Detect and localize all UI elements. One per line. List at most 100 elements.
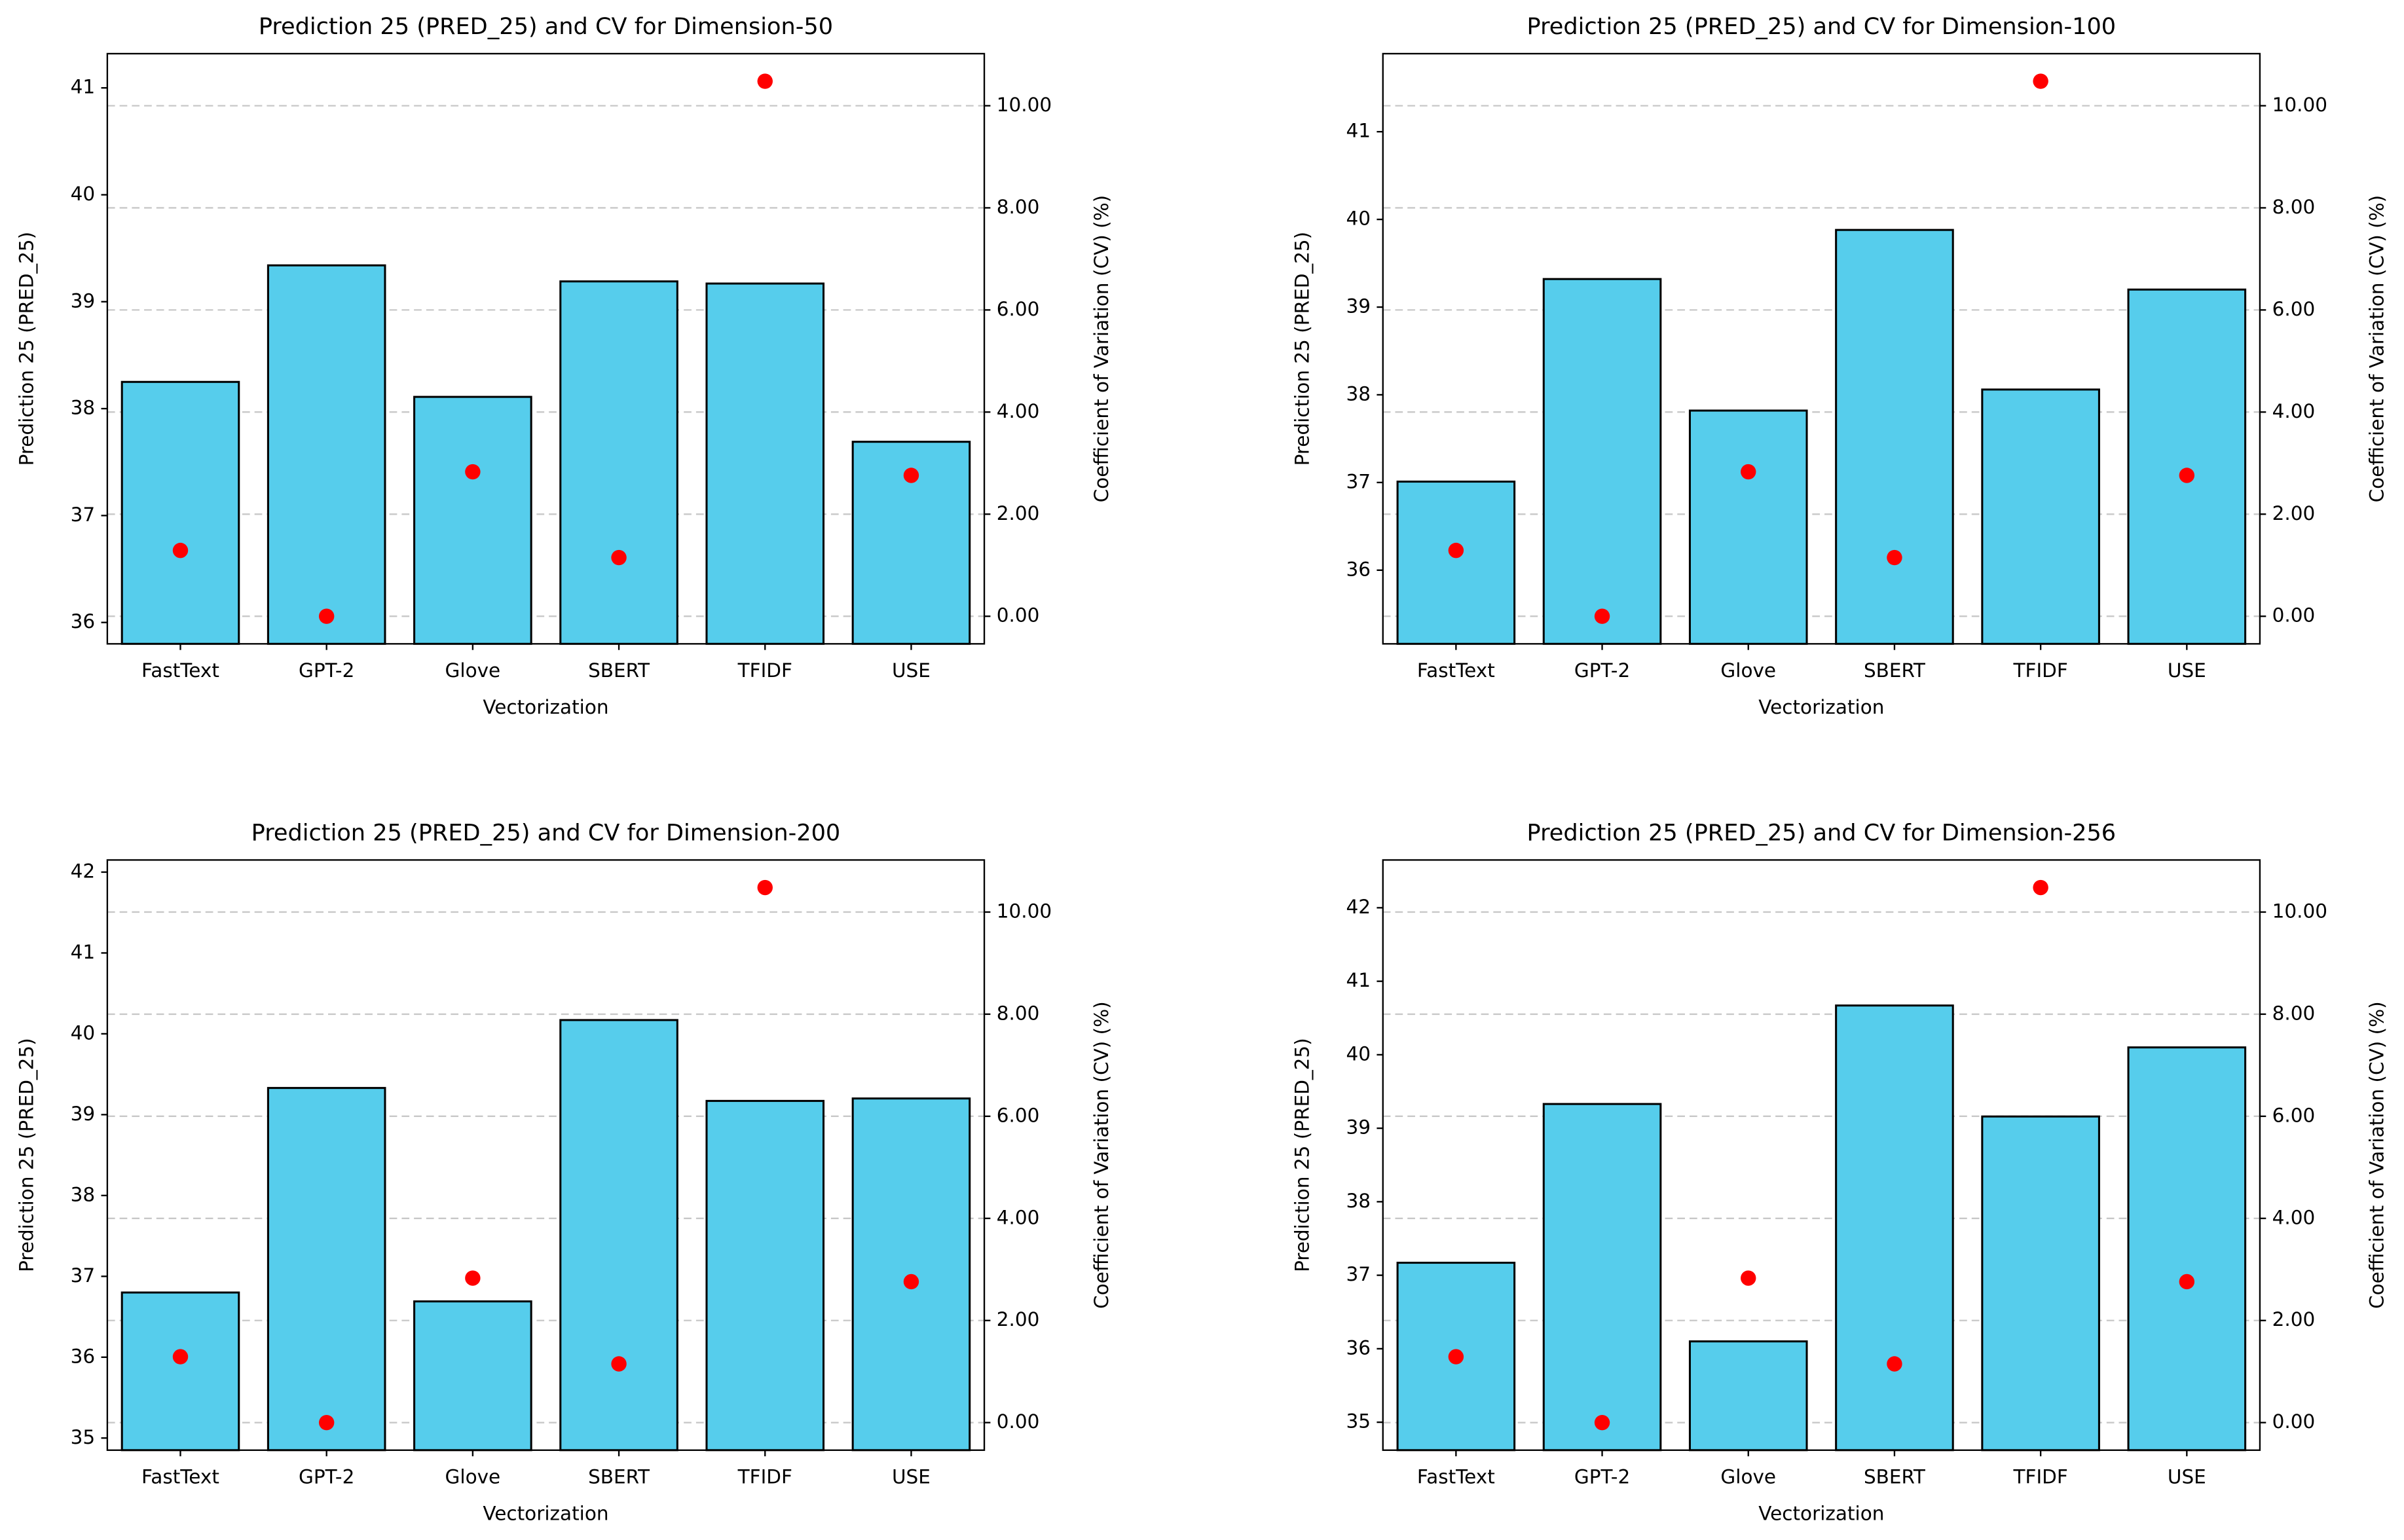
bar [559,280,678,645]
y2-axis-label: Coefficient of Variation (CV) (%) [2366,195,2388,503]
y-tick-label: 40 [71,183,96,205]
x-tick-label: Glove [1720,659,1776,682]
x-tick-label: USE [2168,659,2206,682]
x-axis-label: Vectorization [483,696,608,718]
y2-tick-label: 6.00 [997,1104,1040,1126]
y2-tick-label: 6.00 [2272,1104,2316,1126]
cv-point [1594,1414,1610,1431]
x-tick-label: USE [2168,1465,2206,1488]
bar [1981,1115,2100,1452]
cv-point [757,73,773,89]
y-tick-label: 37 [71,504,96,526]
y-tick-label: 42 [1346,896,1371,918]
y-tick-label: 40 [71,1021,96,1044]
bar [267,264,386,645]
x-axis-label: Vectorization [483,1503,608,1525]
y2-tick-label: 6.00 [2272,298,2316,320]
x-tick-label: GPT-2 [299,1465,354,1488]
plot-frame [106,52,986,645]
cv-point [172,1349,189,1365]
x-tick-label: SBERT [1864,659,1926,682]
x-tick-label: SBERT [588,659,650,682]
bar [1981,388,2100,645]
y-tick-label: 40 [1346,208,1371,230]
y-axis-label: Prediction 25 (PRED_25) [16,232,38,466]
y-tick-label: 39 [71,1103,96,1125]
plot-frame [1382,52,2261,645]
cv-point [318,1414,335,1431]
y-axis-label: Prediction 25 (PRED_25) [16,1038,38,1272]
cv-point [2033,73,2048,89]
y-tick-label: 36 [1346,1336,1371,1359]
bar [705,282,825,645]
cv-point [1741,1270,1756,1286]
x-tick-label: SBERT [1864,1465,1926,1488]
chart-title: Prediction 25 (PRED_25) and CV for Dimen… [1527,13,2117,40]
y-tick-label: 39 [1346,1116,1371,1139]
y2-axis-label: Coefficient of Variation (CV) (%) [1090,195,1113,503]
y-tick-label: 39 [71,289,96,312]
y-tick-label: 35 [71,1426,96,1448]
y-tick-label: 37 [1346,470,1371,492]
bar [413,395,532,645]
cv-point [903,468,919,483]
cv-point [172,542,189,559]
y2-tick-label: 10.00 [997,900,1052,922]
y2-tick-label: 6.00 [997,298,1040,320]
cv-point [2179,468,2195,483]
bar [1396,481,1516,645]
cv-point [611,549,627,566]
y-tick-label: 41 [71,941,96,963]
plot-frame [106,859,986,1451]
y2-tick-label: 10.00 [997,94,1052,116]
x-tick-label: TFIDF [2012,1465,2067,1488]
y2-tick-label: 8.00 [997,1002,1040,1024]
x-tick-label: Glove [1720,1465,1776,1488]
y-tick-label: 41 [1346,969,1371,991]
x-tick-label: Glove [445,1465,501,1488]
x-tick-label: USE [892,659,931,682]
y-tick-label: 35 [1346,1410,1371,1433]
y-tick-label: 38 [71,1183,96,1205]
cv-point [1741,464,1756,480]
y2-axis-label: Coefficient of Variation (CV) (%) [1090,1001,1113,1309]
chart-panel: FastText GPT-2 Glove SBERT TFIDF USE 36 37 38 39 4… [16,13,1113,718]
cv-point [1887,1356,1902,1372]
cv-point [2033,879,2048,896]
x-tick-label: SBERT [588,1465,650,1488]
bar [120,1291,240,1452]
x-tick-label: TFIDF [2012,659,2067,682]
cv-point [1594,608,1610,624]
cv-point [903,1274,919,1290]
bar [1835,1004,1954,1452]
x-tick-label: FastText [1417,1465,1495,1488]
y2-tick-label: 2.00 [997,1308,1040,1330]
bar [267,1087,386,1452]
chart-title: Prediction 25 (PRED_25) and CV for Dimen… [251,820,841,847]
chart-panel: FastText GPT-2 Glove SBERT TFIDF USE 36 37 38 39 4… [1291,13,2388,718]
cv-point [465,1270,481,1286]
y-tick-label: 36 [1346,558,1371,580]
chart-title: Prediction 25 (PRED_25) and CV for Dimen… [259,13,833,40]
y2-tick-label: 8.00 [997,196,1040,218]
y2-tick-label: 10.00 [2272,94,2327,116]
y2-tick-label: 2.00 [2272,1308,2316,1330]
x-tick-label: GPT-2 [299,659,354,682]
cv-point [1448,1349,1464,1365]
x-tick-label: FastText [141,1465,219,1488]
bar [559,1019,678,1452]
y-tick-label: 37 [1346,1263,1371,1285]
y-tick-label: 36 [71,610,96,632]
y2-tick-label: 0.00 [2272,1410,2316,1433]
x-tick-label: GPT-2 [1574,1465,1630,1488]
bar [705,1099,825,1452]
x-tick-label: FastText [1417,659,1495,682]
y-tick-label: 37 [71,1264,96,1287]
chart-title: Prediction 25 (PRED_25) and CV for Dimen… [1527,820,2117,847]
y2-tick-label: 10.00 [2272,900,2327,922]
x-axis-label: Vectorization [1758,696,1884,718]
y-tick-label: 39 [1346,295,1371,318]
x-axis-label: Vectorization [1758,1503,1884,1525]
plot-frame [1382,859,2261,1451]
